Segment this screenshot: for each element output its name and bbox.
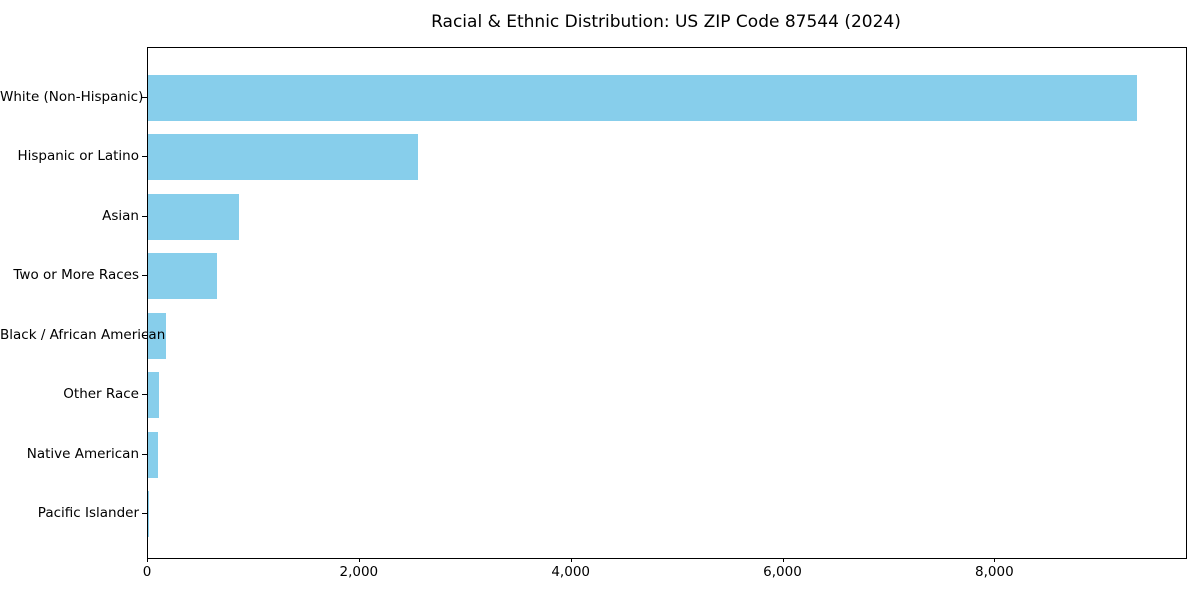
y-tick-mark-7	[142, 513, 147, 514]
y-tick-mark-5	[142, 394, 147, 396]
x-tick-mark-2	[570, 558, 572, 562]
x-tick-label-2: 4,000	[551, 564, 590, 580]
category-label-4: Black / African American	[0, 326, 166, 343]
bar-2	[148, 193, 240, 240]
y-tick-mark-4	[142, 334, 147, 336]
category-label-3: Two or More Races	[13, 267, 139, 284]
y-tick-mark-0	[142, 97, 147, 98]
category-label-7: Pacific Islander	[37, 505, 139, 521]
category-label-6: Native American	[26, 445, 139, 462]
y-tick-mark-3	[142, 275, 147, 277]
bar-1	[148, 134, 419, 181]
bar-7	[148, 491, 149, 537]
x-tick-mark-4	[994, 558, 996, 562]
x-tick-mark-1	[358, 558, 360, 562]
y-tick-mark-1	[142, 156, 147, 158]
category-label-1: Hispanic or Latino	[17, 148, 139, 165]
bar-4	[148, 312, 166, 359]
x-tick-label-0: 0	[142, 564, 152, 580]
chart-title: Racial & Ethnic Distribution: US ZIP Cod…	[431, 12, 901, 32]
x-tick-mark-0	[147, 558, 148, 562]
x-tick-mark-3	[782, 558, 784, 562]
y-tick-mark-2	[142, 215, 147, 217]
bar-0	[148, 75, 1138, 121]
category-label-5: Other Race	[63, 386, 139, 403]
bar-3	[148, 253, 217, 300]
y-tick-mark-6	[142, 453, 147, 455]
x-tick-label-1: 2,000	[339, 564, 379, 580]
category-label-2: Asian	[102, 207, 139, 224]
x-tick-label-4: 8,000	[975, 564, 1014, 580]
plot-area	[147, 47, 1187, 559]
bar-5	[148, 372, 160, 419]
x-tick-label-3: 6,000	[763, 564, 802, 580]
bar-6	[148, 431, 159, 478]
category-label-0: White (Non-Hispanic)	[0, 89, 144, 105]
